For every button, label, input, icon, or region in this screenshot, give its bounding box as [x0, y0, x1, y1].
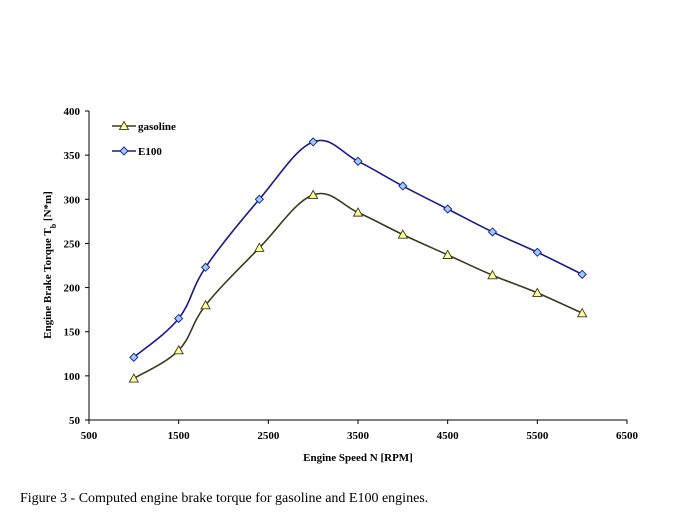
series-line-gasoline — [133, 192, 583, 380]
data-point-e100 — [129, 352, 139, 362]
data-point-gasoline — [576, 307, 588, 318]
data-point-gasoline — [532, 287, 543, 297]
x-tick-label: 500 — [81, 430, 98, 442]
data-point-gasoline — [397, 229, 409, 239]
y-tick-label: 50 — [69, 415, 81, 427]
x-tick-label: 3500 — [347, 430, 370, 442]
data-point-e100 — [308, 137, 318, 147]
series-e100 — [129, 137, 587, 362]
series-gasoline — [128, 189, 588, 383]
legend-label-gasoline: gasoline — [138, 121, 176, 133]
legend-marker-e100 — [119, 146, 129, 156]
data-point-e100 — [254, 194, 265, 204]
data-point-e100 — [398, 181, 408, 191]
data-point-gasoline — [487, 269, 498, 280]
x-tick-label: 5500 — [526, 430, 549, 442]
x-tick-label: 1500 — [168, 430, 191, 442]
legend-item-gasoline: gasoline — [112, 120, 176, 133]
legend-marker-gasoline — [118, 120, 130, 131]
y-axis-title-suffix: [N*m] — [42, 191, 54, 224]
chart: 50 100 150 200 250 300 350 400 500 1500 2500 3500 45… — [42, 106, 639, 464]
y-tick-label: 300 — [64, 194, 81, 206]
data-point-e100 — [487, 227, 498, 237]
data-point-gasoline — [442, 249, 453, 259]
x-tick-label: 2500 — [257, 430, 280, 442]
chart-ticks: 50 100 150 200 250 300 350 400 500 1500 2500 3500 45… — [64, 106, 639, 442]
y-axis-title-main: Engine Brake Torque T — [42, 228, 54, 339]
data-point-gasoline — [352, 207, 364, 217]
data-point-gasoline — [307, 189, 319, 199]
legend-label-e100: E100 — [138, 146, 162, 158]
data-point-e100 — [200, 262, 211, 272]
data-point-e100 — [577, 269, 587, 279]
data-point-gasoline — [173, 344, 184, 355]
y-tick-label: 200 — [64, 283, 81, 295]
data-point-e100 — [443, 204, 453, 214]
data-point-e100 — [174, 313, 184, 324]
chart-legend: gasoline E100 — [112, 120, 176, 158]
figure-caption: Figure 3 - Computed engine brake torque … — [20, 491, 429, 506]
data-point-e100 — [353, 156, 363, 166]
x-tick-label: 4500 — [437, 430, 460, 442]
series-line-e100 — [133, 139, 583, 358]
legend-item-e100: E100 — [112, 146, 162, 158]
data-point-gasoline — [128, 373, 140, 383]
chart-series-layer — [128, 137, 588, 383]
y-tick-label: 100 — [64, 371, 81, 383]
y-axis-title-subscript: b — [49, 223, 58, 228]
y-tick-label: 350 — [64, 150, 81, 162]
data-point-e100 — [532, 247, 542, 257]
x-axis-title: Engine Speed N [RPM] — [303, 452, 413, 464]
y-tick-label: 400 — [64, 106, 81, 118]
data-point-gasoline — [200, 299, 211, 310]
y-tick-label: 150 — [64, 327, 81, 339]
y-axis-title: Engine Brake Torque Tb [N*m] — [42, 191, 58, 339]
x-tick-label: 6500 — [616, 430, 639, 442]
data-point-gasoline — [254, 242, 265, 252]
y-tick-label: 250 — [64, 238, 81, 250]
